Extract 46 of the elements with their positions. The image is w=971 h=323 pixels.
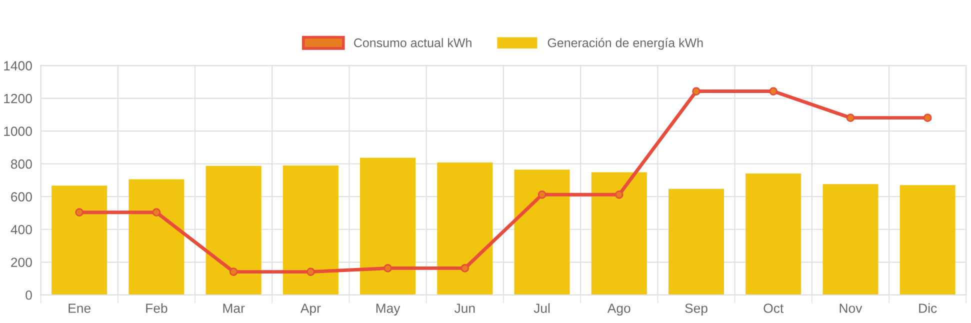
point [384, 264, 392, 272]
point [614, 190, 624, 199]
bar [668, 188, 724, 295]
legend-label: Generación de energía kWh [548, 38, 703, 50]
x-tick-label: Jul [534, 303, 550, 313]
point [846, 114, 855, 122]
bar [746, 174, 802, 295]
y-tick-label: 1400 [4, 61, 32, 70]
legend-label: Consumo actual kWh [354, 38, 472, 48]
x-tick-label: Mar [223, 304, 245, 313]
x-tick-label: Jun [454, 304, 475, 313]
x-tick-label: Dic [919, 303, 937, 313]
x-tick-label: Apr [300, 304, 321, 316]
y-tick-label: 800 [11, 159, 32, 169]
point [923, 114, 932, 122]
x-tick-label: Ago [607, 304, 630, 316]
y-tick-label: 1000 [4, 126, 32, 136]
point [538, 190, 546, 199]
x-tick-label: May [376, 304, 400, 316]
bar [591, 172, 647, 295]
point [769, 87, 778, 96]
bar [437, 162, 493, 295]
y-tick-label: 0 [26, 290, 32, 300]
bar [900, 185, 956, 295]
bar [822, 184, 878, 295]
x-tick-label: Feb [146, 303, 168, 313]
point [229, 268, 238, 276]
x-tick-label: Nov [840, 304, 862, 313]
x-tick-label: Sep [685, 304, 708, 316]
bar [52, 186, 108, 295]
y-tick-label: 400 [10, 224, 32, 234]
bar [282, 165, 338, 295]
point [306, 268, 315, 276]
bar [128, 179, 184, 295]
point [460, 264, 470, 272]
bar [514, 170, 570, 295]
x-tick-label: Oct [764, 304, 784, 313]
point [152, 208, 161, 217]
point [692, 87, 700, 96]
x-tick-label: Ene [68, 304, 90, 313]
y-tick-label: 200 [11, 258, 32, 268]
point [75, 208, 84, 217]
bar [360, 158, 416, 295]
y-tick-label: 600 [11, 192, 32, 202]
bar [206, 166, 262, 295]
y-tick-label: 1200 [4, 94, 32, 104]
